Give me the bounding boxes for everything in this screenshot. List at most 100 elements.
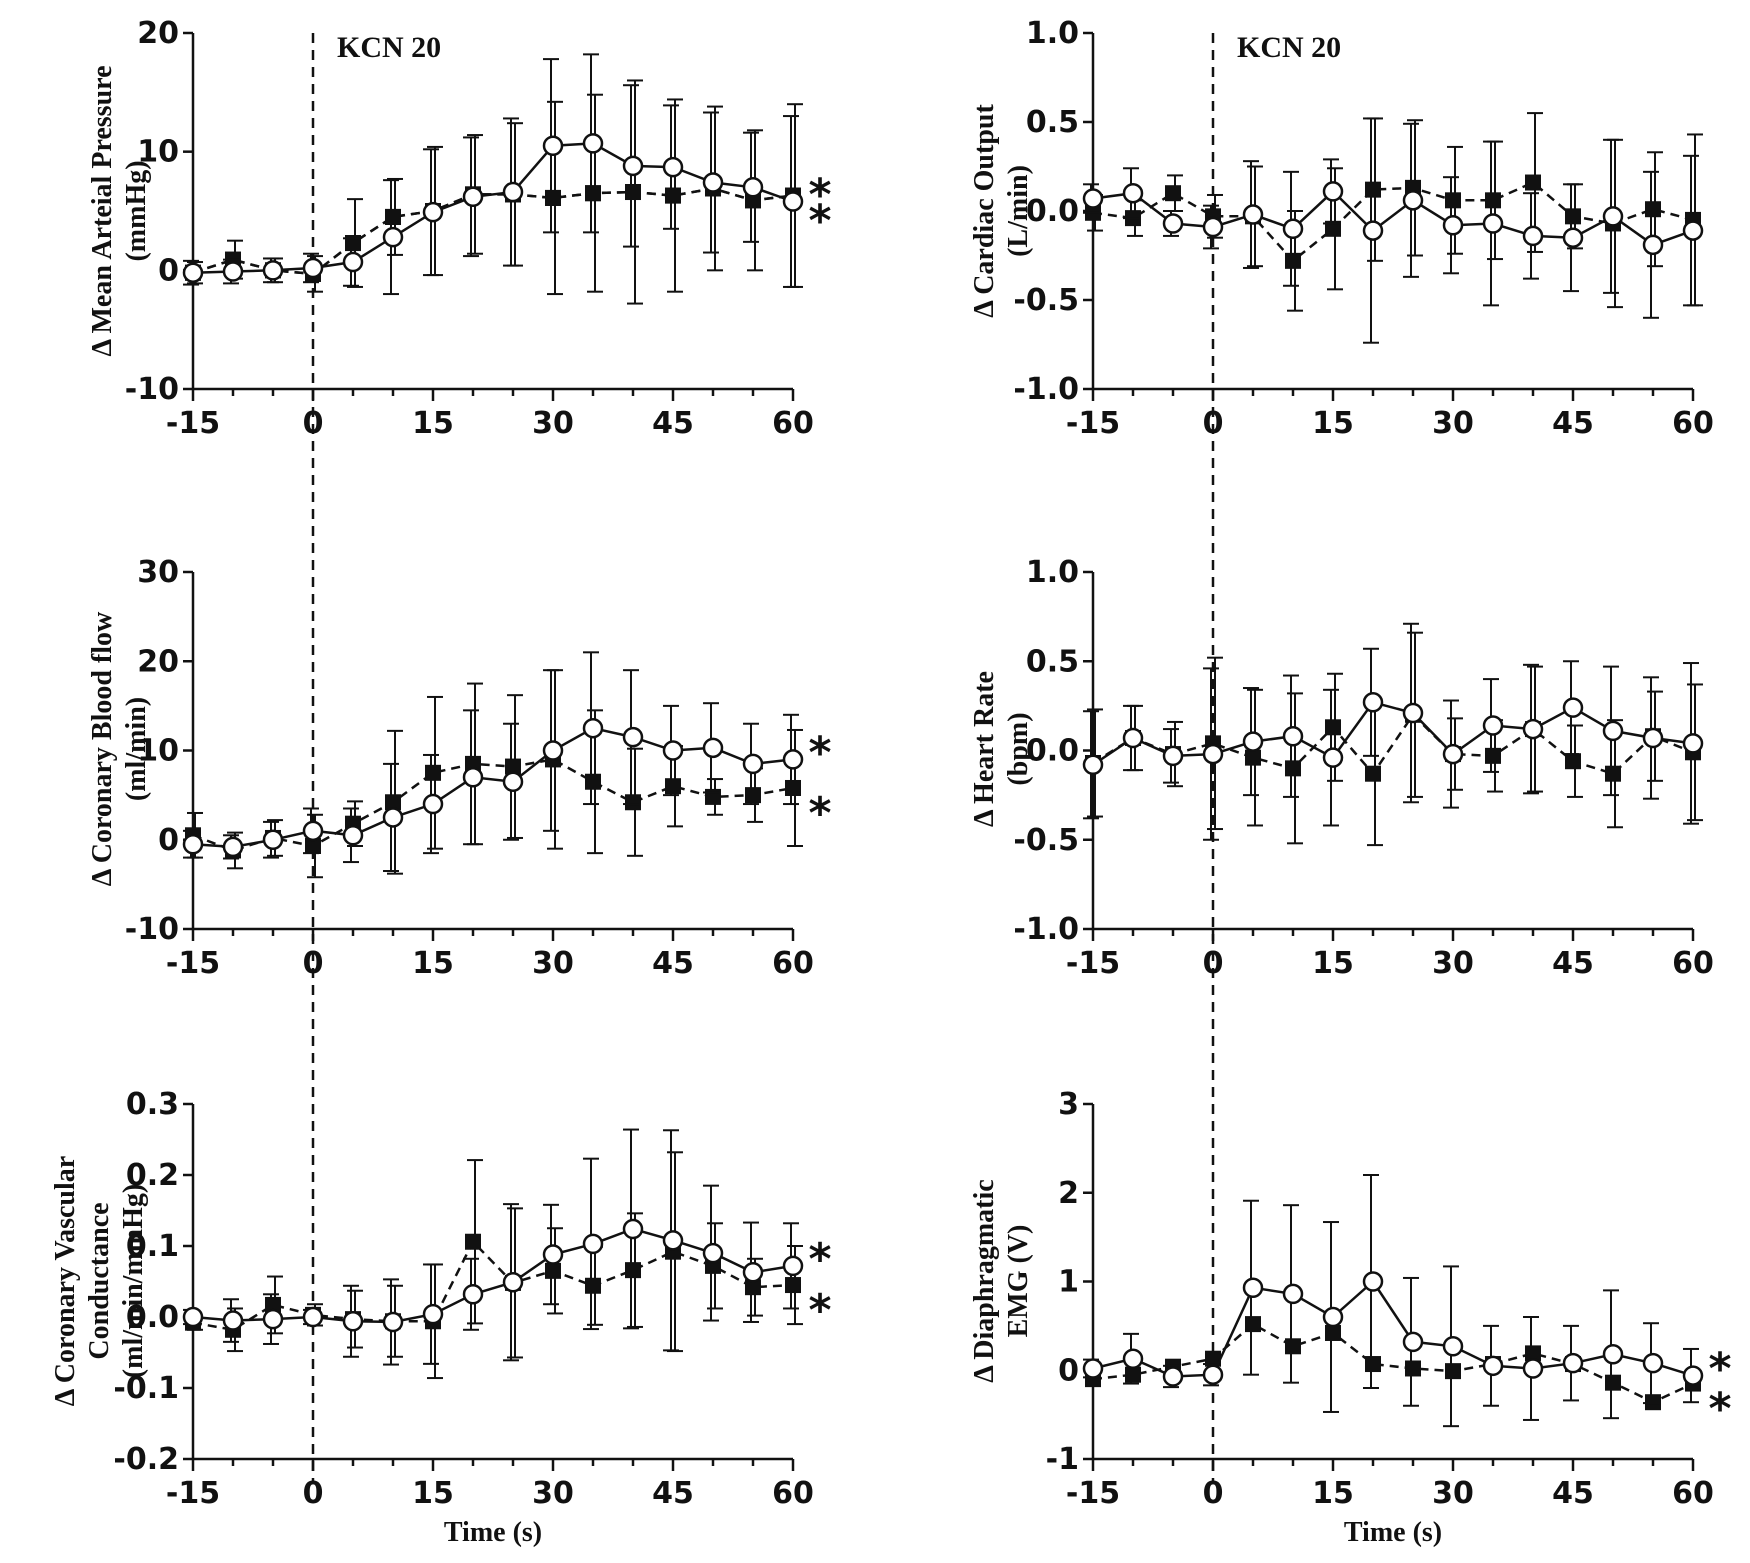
data-point-square	[665, 187, 681, 204]
data-point-circle	[1482, 213, 1504, 234]
data-point-circle	[742, 177, 764, 198]
y-axis-title-line: Δ Coronary Blood flow	[87, 611, 118, 886]
data-point-circle	[1162, 213, 1184, 234]
y-axis-title-line: Δ Mean Arteial Pressure	[87, 65, 118, 356]
data-point-circle	[1482, 715, 1504, 736]
data-point-circle	[1162, 1366, 1184, 1387]
series-line-solid	[192, 1227, 794, 1324]
data-point-circle	[422, 201, 444, 223]
data-point-square	[625, 184, 641, 201]
y-axis-title-line: EMG (V)	[1003, 1225, 1034, 1338]
x-tick-label: 30	[1432, 946, 1474, 981]
y-axis-title-line: Δ Cardiac Output	[969, 104, 1000, 318]
x-tick-label: 60	[772, 946, 814, 981]
series-line-dashed	[192, 1239, 794, 1332]
data-point-circle	[182, 1306, 204, 1328]
kcn-annotation: KCN 20	[337, 31, 441, 64]
data-point-square	[1285, 252, 1301, 269]
data-point-circle	[1402, 190, 1424, 211]
data-point-circle	[302, 820, 324, 842]
x-tick-label: 0	[1203, 946, 1224, 981]
data-point-circle	[1282, 725, 1304, 747]
data-point-square	[385, 794, 401, 811]
data-point-circle	[1522, 718, 1544, 740]
data-point-circle	[422, 793, 444, 815]
x-tick-label: 60	[772, 1476, 814, 1511]
data-point-circle	[742, 1262, 764, 1283]
data-point-square	[625, 1262, 641, 1279]
y-tick-label: 0	[158, 823, 179, 858]
data-point-circle	[502, 771, 524, 792]
significance-marker: *	[808, 1285, 831, 1336]
x-tick-label: 0	[1203, 406, 1224, 441]
y-axis-title: Δ Cardiac Output (L/min)	[969, 104, 1034, 318]
series-line-solid	[192, 726, 794, 849]
panel-cbf: 30 20 10 0 -10-15 0 15 30 45 60 Δ Coronary Blood f…	[87, 555, 832, 981]
data-point-circle	[382, 226, 404, 248]
data-point-square	[505, 758, 521, 775]
data-point-square	[745, 787, 761, 804]
x-tick-label: 0	[303, 946, 324, 981]
y-tick-label: 0.0	[1026, 734, 1079, 769]
data-point-circle	[1602, 206, 1624, 227]
significance-marker: *	[808, 170, 831, 221]
data-point-circle	[1442, 1336, 1464, 1357]
data-point-circle	[302, 257, 324, 279]
data-point-circle	[1202, 743, 1224, 765]
data-point-circle	[382, 1311, 404, 1333]
series-line-solid	[1092, 189, 1694, 247]
x-tick-label: 60	[1672, 1476, 1714, 1511]
data-point-circle	[342, 251, 364, 273]
data-point-square	[625, 794, 641, 811]
series-open-circles	[1082, 117, 1704, 344]
data-point-circle	[262, 829, 284, 850]
data-point-circle	[1442, 214, 1464, 236]
y-axis-title-line: Δ Heart Rate	[969, 671, 1000, 827]
x-tick-label: 15	[1312, 406, 1354, 441]
data-point-circle	[1122, 727, 1144, 749]
y-tick-label: -0.2	[113, 1442, 179, 1477]
x-tick-label: 15	[1312, 1476, 1354, 1511]
data-point-circle	[702, 1242, 724, 1264]
y-axis-title-line: (bpm)	[1003, 712, 1034, 785]
y-axis-title-line: (ml/min/mmHg)	[118, 1184, 149, 1378]
y-tick-label: -1.0	[1013, 372, 1079, 407]
series-line-solid	[1092, 1279, 1694, 1378]
data-point-circle	[1402, 702, 1424, 724]
x-tick-label: 45	[652, 406, 694, 441]
data-point-circle	[1162, 745, 1184, 767]
data-point-square	[545, 189, 561, 206]
data-point-circle	[702, 737, 724, 759]
data-point-square	[1645, 201, 1661, 218]
x-tick-label: 30	[532, 946, 574, 981]
x-tick-label: 15	[412, 946, 454, 981]
x-tick-label: 0	[1203, 1476, 1224, 1511]
data-point-circle	[1122, 1348, 1144, 1369]
data-point-circle	[1602, 720, 1624, 742]
data-point-square	[1245, 749, 1261, 766]
data-point-square	[1365, 181, 1381, 198]
data-point-circle	[1642, 727, 1664, 749]
y-axis-title: Δ Coronary Vascular Conductance (ml/min/mm…	[50, 1156, 149, 1406]
data-point-circle	[462, 186, 484, 208]
data-point-square	[1605, 765, 1621, 782]
data-point-circle	[1402, 1331, 1424, 1353]
y-tick-label: -10	[125, 912, 179, 947]
data-point-square	[585, 773, 601, 790]
data-point-circle	[542, 1244, 564, 1265]
x-tick-label: 15	[412, 1476, 454, 1511]
data-point-square	[1525, 1345, 1541, 1362]
data-point-circle	[1082, 188, 1104, 209]
y-tick-label: 3	[1058, 1087, 1079, 1122]
data-point-square	[1285, 1338, 1301, 1355]
y-tick-label: 0.2	[126, 1158, 179, 1193]
data-point-circle	[222, 1310, 244, 1331]
significance-marker: *	[808, 196, 831, 247]
data-point-square	[385, 208, 401, 225]
x-axis-title: Time (s)	[444, 1517, 542, 1548]
data-point-square	[665, 778, 681, 795]
data-point-square	[265, 1296, 281, 1313]
y-tick-label: -0.5	[1013, 283, 1079, 318]
data-point-circle	[1522, 1358, 1544, 1379]
